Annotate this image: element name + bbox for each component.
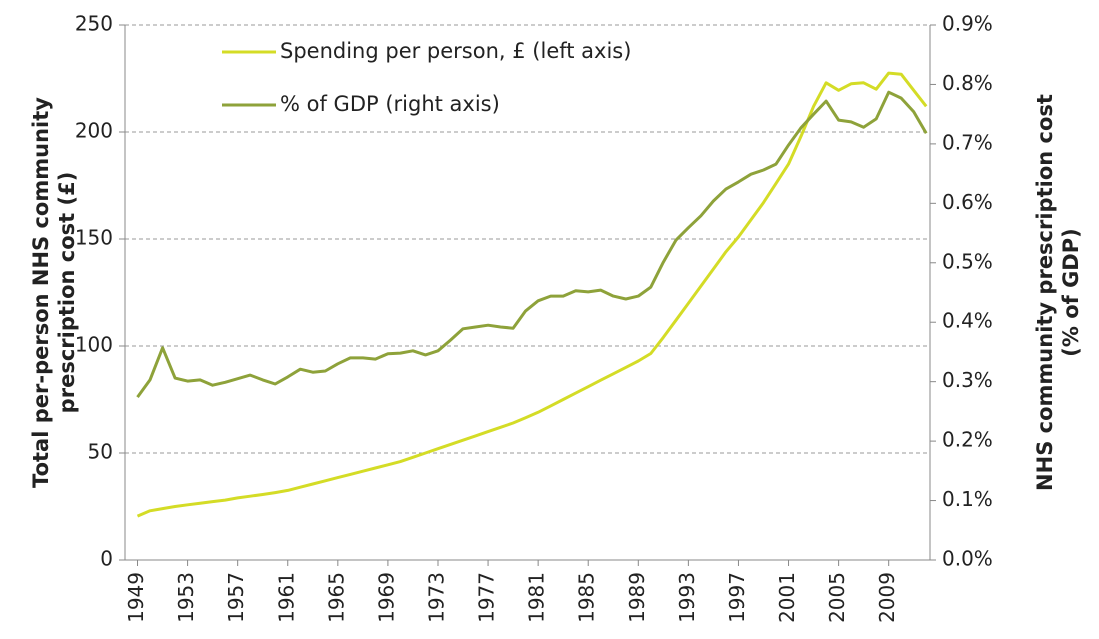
y-tick-label: 100	[75, 333, 113, 357]
x-tick-label: 2001	[775, 572, 799, 623]
x-tick-label: 1985	[575, 572, 599, 623]
x-tick-label: 1993	[675, 572, 699, 623]
y2-tick-label: 0.6%	[942, 190, 993, 214]
y2-tick-label: 0.0%	[942, 547, 993, 571]
x-tick-label: 1965	[324, 572, 348, 623]
y2-axis-title: (% of GDP)	[1059, 228, 1083, 356]
y2-axis-title: NHS community prescription cost	[1033, 94, 1057, 491]
y-tick-label: 50	[88, 440, 113, 464]
y-tick-label: 0	[100, 547, 113, 571]
y-axis-title: prescription cost (£)	[55, 172, 79, 414]
y2-tick-label: 0.3%	[942, 368, 993, 392]
y2-tick-label: 0.4%	[942, 309, 993, 333]
y2-tick-label: 0.7%	[942, 130, 993, 154]
x-tick-label: 1969	[374, 572, 398, 623]
y2-tick-label: 0.2%	[942, 428, 993, 452]
x-tick-label: 1973	[424, 572, 448, 623]
series-line	[136, 71, 928, 518]
x-tick-label: 1997	[725, 572, 749, 623]
x-tick-label: 1949	[124, 572, 148, 623]
legend-label: Spending per person, £ (left axis)	[280, 39, 631, 63]
y-tick-label: 200	[75, 119, 113, 143]
y-tick-label: 250	[75, 12, 113, 36]
y2-tick-label: 0.8%	[942, 71, 993, 95]
y-tick-label: 150	[75, 226, 113, 250]
series-line	[136, 90, 928, 398]
y2-tick-label: 0.9%	[942, 12, 993, 36]
x-tick-label: 2009	[875, 572, 899, 623]
y2-tick-label: 0.1%	[942, 487, 993, 511]
x-tick-label: 1961	[274, 572, 298, 623]
x-tick-label: 1981	[525, 572, 549, 623]
legend-label: % of GDP (right axis)	[280, 92, 500, 116]
x-tick-label: 1957	[224, 572, 248, 623]
y-axis-title: Total per-person NHS community	[29, 97, 53, 488]
x-tick-label: 2005	[825, 572, 849, 623]
y2-tick-label: 0.5%	[942, 249, 993, 273]
x-tick-label: 1977	[475, 572, 499, 623]
x-tick-label: 1953	[174, 572, 198, 623]
x-tick-label: 1989	[625, 572, 649, 623]
